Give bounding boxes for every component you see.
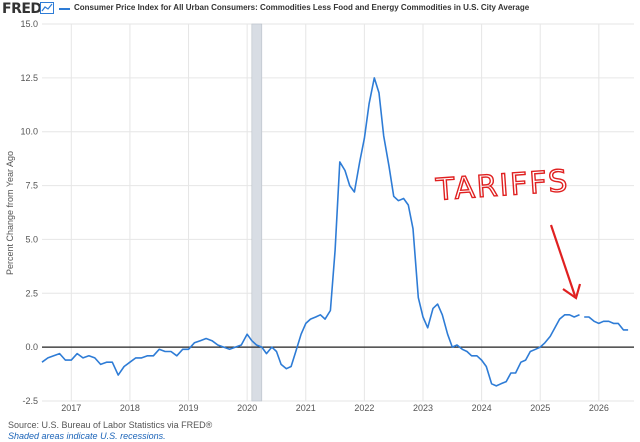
legend-label: Consumer Price Index for All Urban Consu… bbox=[74, 3, 530, 12]
recession-layer bbox=[251, 23, 263, 402]
y-tick-label: -2.5 bbox=[22, 396, 38, 406]
cpi-series-line bbox=[584, 316, 629, 331]
y-axis-label: Percent Change from Year Ago bbox=[5, 151, 15, 275]
x-tick-label: 2019 bbox=[179, 403, 199, 413]
y-tick-label: 10.0 bbox=[20, 127, 38, 137]
recession-shading bbox=[251, 23, 263, 402]
recession-note[interactable]: Shaded areas indicate U.S. recessions. bbox=[8, 431, 166, 441]
y-tick-label: 0.0 bbox=[25, 342, 38, 352]
grid-layer bbox=[42, 23, 634, 402]
tariffs-annotation: TARIFFS bbox=[434, 164, 570, 208]
y-tick-label: 7.5 bbox=[25, 181, 38, 191]
cpi-series-line bbox=[41, 77, 580, 387]
fred-logo[interactable]: FRED bbox=[2, 1, 42, 17]
y-tick-label: 15.0 bbox=[20, 19, 38, 29]
x-tick-label: 2026 bbox=[589, 403, 609, 413]
y-tick-label: 5.0 bbox=[25, 234, 38, 244]
series-layer bbox=[41, 77, 629, 387]
x-tick-label: 2020 bbox=[237, 403, 257, 413]
x-tick-label: 2023 bbox=[413, 403, 433, 413]
x-tick-label: 2021 bbox=[296, 403, 316, 413]
legend-swatch bbox=[59, 8, 70, 10]
tariffs-arrow bbox=[549, 224, 582, 300]
line-chart-icon bbox=[40, 2, 54, 14]
y-axis-ticks: -2.5 0.0 2.5 5.0 7.5 10.0 12.5 15.0 bbox=[20, 19, 38, 406]
y-tick-label: 2.5 bbox=[25, 288, 38, 298]
source-note: Source: U.S. Bureau of Labor Statistics … bbox=[8, 420, 213, 430]
x-tick-label: 2017 bbox=[61, 403, 81, 413]
chart-header: FRED Consumer Price Index for All Urban … bbox=[0, 0, 640, 18]
x-tick-label: 2018 bbox=[120, 403, 140, 413]
x-axis-ticks: 2017 2018 2019 2020 2021 2022 2023 2024 2025 2026 bbox=[61, 403, 609, 413]
x-tick-label: 2024 bbox=[472, 403, 492, 413]
y-tick-label: 12.5 bbox=[20, 73, 38, 83]
x-tick-label: 2025 bbox=[530, 403, 550, 413]
x-tick-label: 2022 bbox=[354, 403, 374, 413]
